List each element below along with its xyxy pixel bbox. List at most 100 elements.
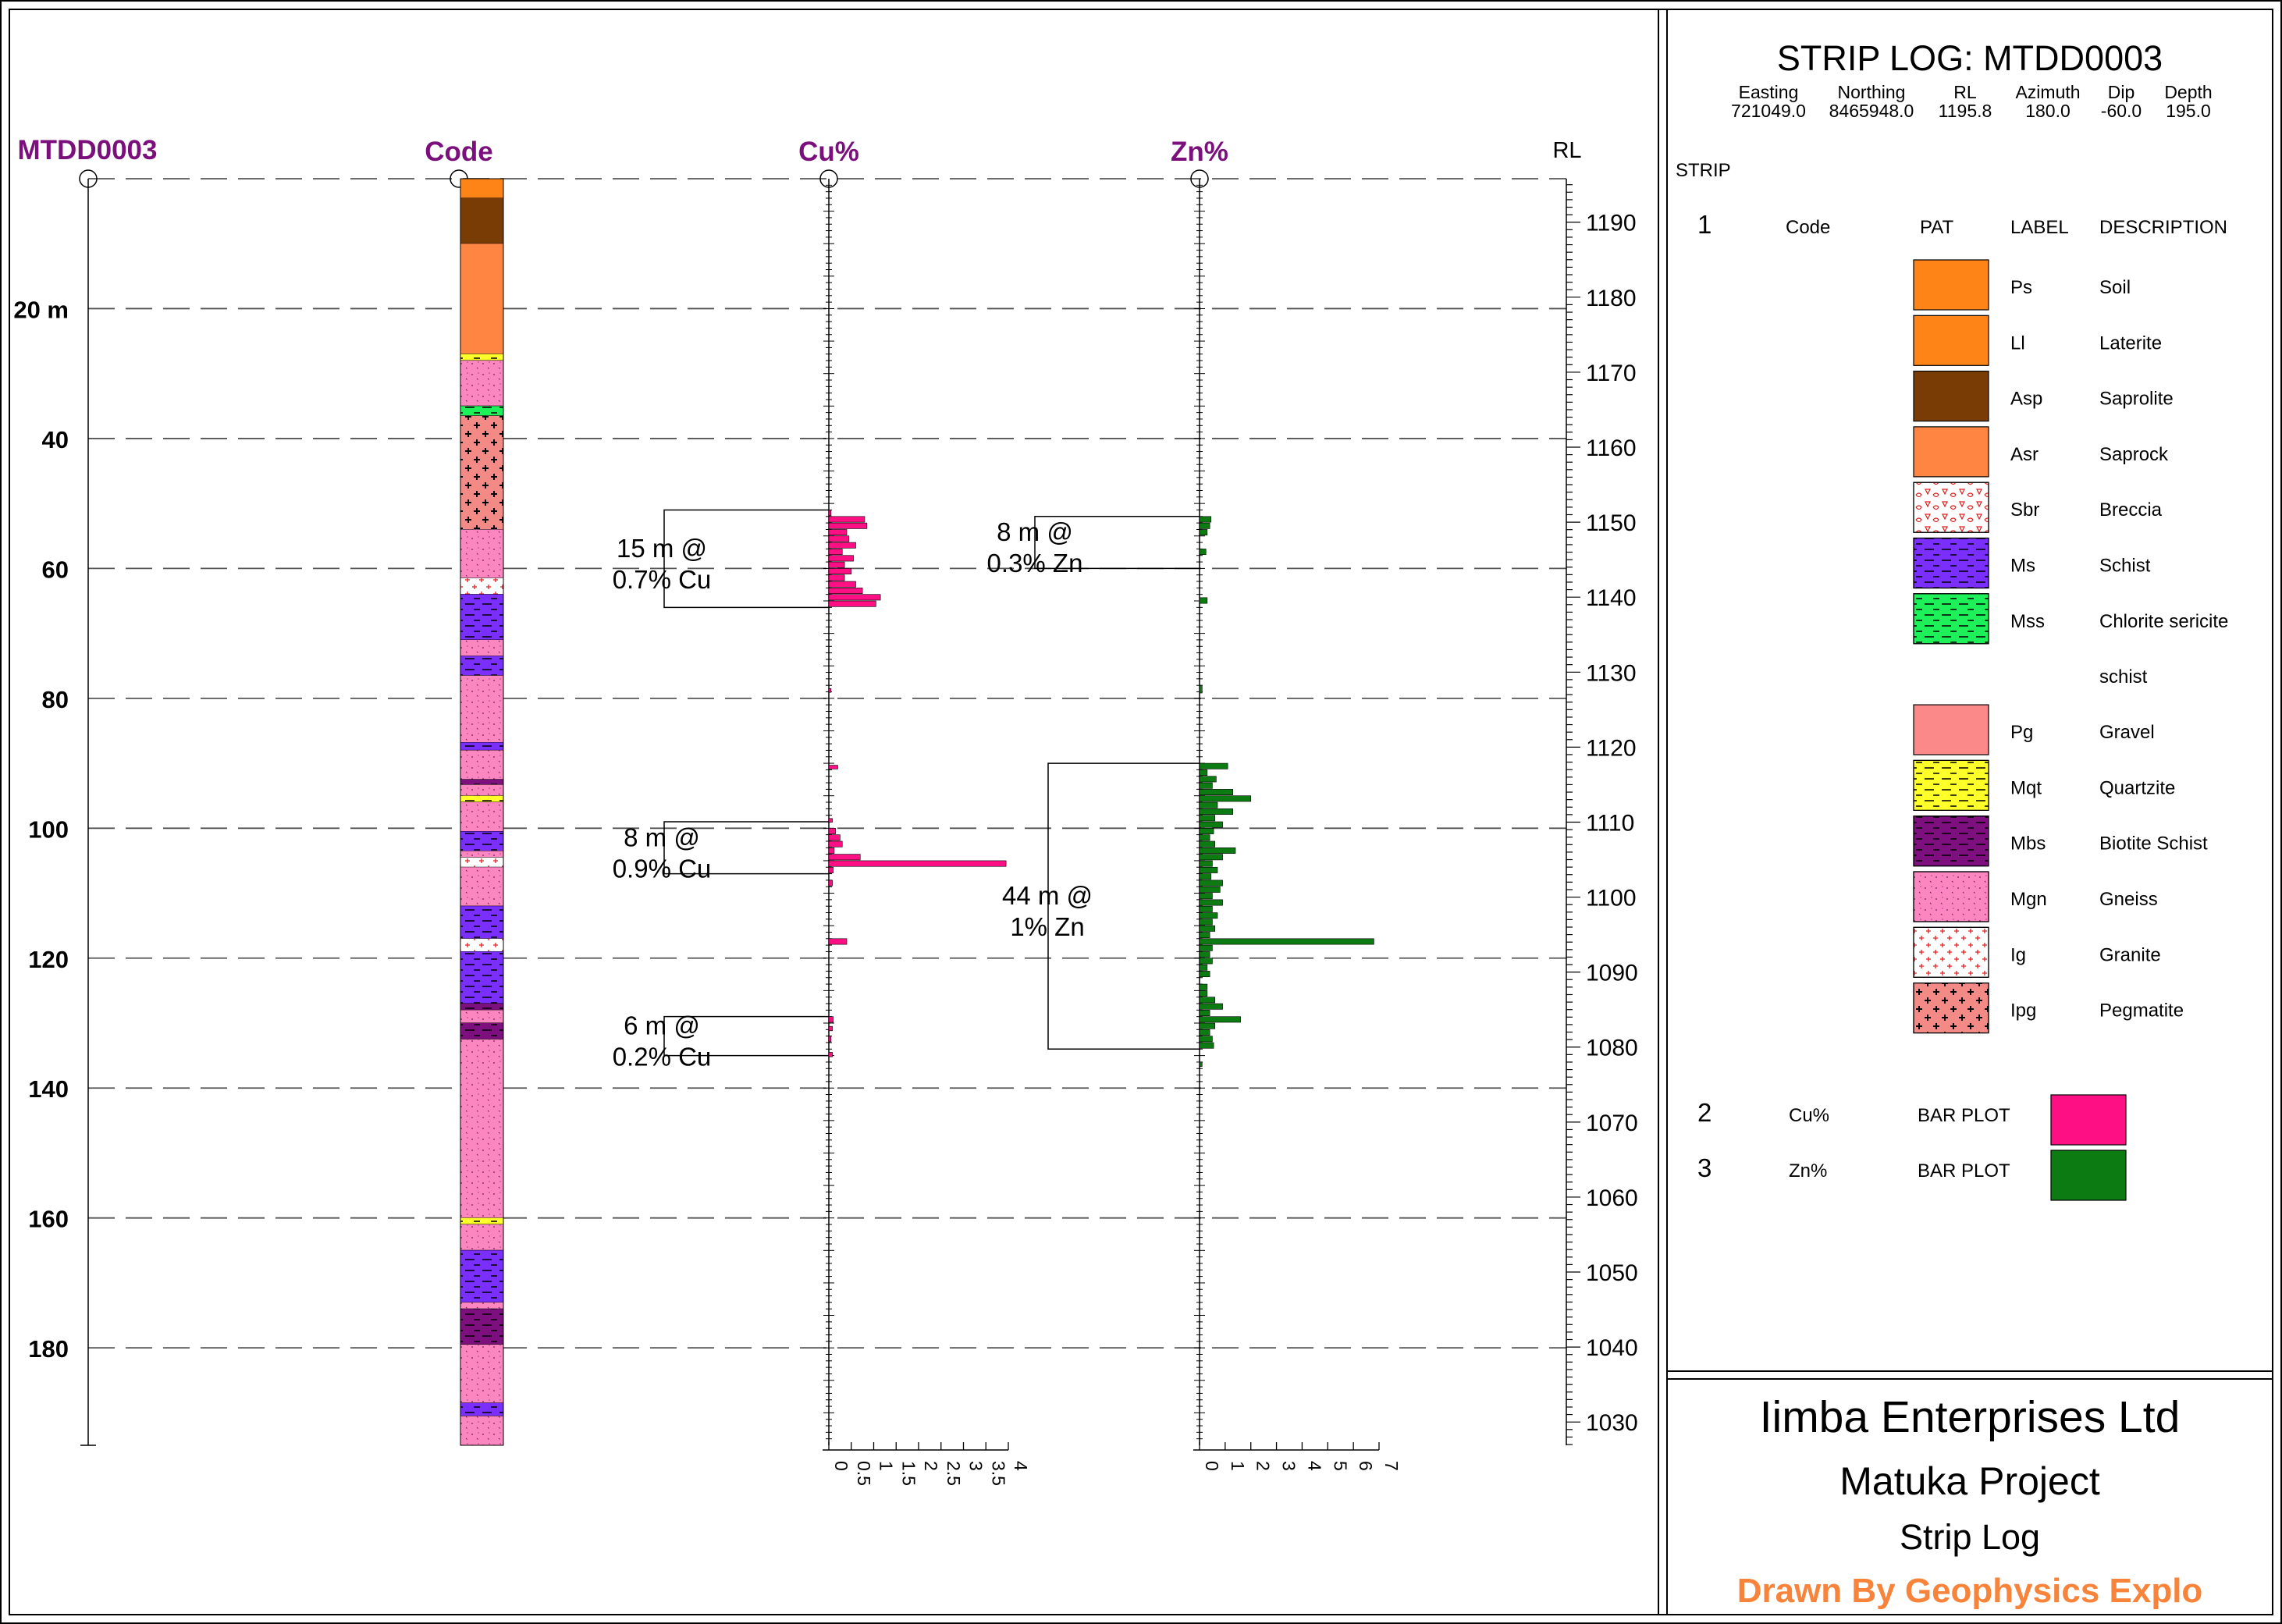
depth-tick-label: 40 [42,426,69,453]
code-column-title: Code [425,137,493,167]
zn-bar [1199,549,1207,556]
cu-bar [828,1036,832,1043]
cu-bar [828,688,832,693]
cu-bar [828,818,833,823]
zn-bar [1199,944,1213,951]
lithology-interval [460,197,503,244]
rl-tick-label: 1170 [1586,361,1637,386]
zn-bar [1199,905,1213,912]
cu-bar [828,600,876,607]
legend-label: Ms [2010,556,2035,577]
lithology-pattern [460,779,503,785]
legend-description: Gravel [2099,722,2155,743]
lithology-pattern [460,675,503,743]
zn-intercept-bracket [1034,516,1200,570]
legend-swatch [1913,704,1989,755]
zn-bar [1199,828,1214,834]
zn-bar [1199,834,1210,841]
legend-pat-heading: PAT [1920,217,1953,238]
cu-intercept-bracket [663,509,829,609]
cu-bar [828,840,843,848]
cu-bar [828,1025,833,1032]
zn-bar [1199,808,1234,815]
zn-bar [1199,1061,1203,1067]
cu-bar [828,555,854,562]
legend-label: Ps [2010,277,2032,298]
lithology-pattern [460,795,503,803]
zn-value-label: 0 [1202,1461,1222,1471]
zn-intercept-bracket [1047,762,1200,1050]
zn-bar [1199,893,1213,900]
zn-bar [1199,776,1217,783]
lithology-pattern [460,594,503,640]
zn-bar [1199,860,1213,867]
legend-description: Chlorite sericite [2099,611,2228,632]
cu-intercept-bracket [663,821,829,875]
lithology-interval [460,179,503,198]
zn-bar [1199,997,1216,1004]
collar-marker [79,169,98,188]
zn-bar [1199,801,1218,808]
bar-plot-type: BAR PLOT [1918,1160,2010,1182]
hole-id-title: MTDD0003 [18,135,158,165]
zn-bar [1199,938,1374,945]
lithology-pattern [460,1302,503,1310]
legend-description: Laterite [2099,332,2162,354]
depth-grid [88,178,1566,1349]
cu-bar [828,854,861,861]
rl-tick-label: 1190 [1586,211,1637,236]
legend-description: Biotite Schist [2099,833,2208,855]
collar-value: 8465948.0 [1829,101,1914,121]
cu-bar-plot: 0 0.5 1 1.5 2 2.5 3 3.5 4 [823,179,1031,1486]
lithology-pattern [460,951,503,1004]
legend-label: Pg [2010,722,2033,743]
lithology-pattern [460,1224,503,1251]
cu-bar [828,568,852,575]
depth-tick-label: 20 m [13,296,69,323]
rl-tick-label: 1080 [1586,1036,1638,1061]
project-name: Matuka Project [1839,1459,2100,1503]
zn-bar [1199,782,1213,789]
cu-bar [828,529,848,536]
zn-bar [1199,840,1216,848]
lithology-pattern [460,656,503,676]
cu-value-label: 3.5 [988,1461,1008,1486]
bar-plot-number: 3 [1697,1153,1712,1182]
rl-tick-label: 1030 [1586,1410,1638,1436]
cu-value-label: 3 [966,1461,986,1471]
depth-axis: 20 m 40 60 80 100 120 140 160 180 [13,169,1209,1446]
lithology-pattern [460,831,503,851]
zn-bar [1199,886,1221,893]
cu-bar [828,549,843,556]
legend-label: Asp [2010,389,2042,410]
zn-bar [1199,1022,1216,1029]
bar-plot-number: 2 [1697,1098,1712,1127]
cu-value-label: 0 [831,1461,851,1471]
cu-value-label: 1 [876,1461,897,1471]
legend-swatch-pattern [1913,871,1989,922]
cu-bar [828,510,832,517]
lithology-pattern [460,1023,503,1039]
lithology-pattern [460,742,503,751]
lithology-pattern [460,1402,503,1416]
lithology-pattern [460,361,503,407]
zn-bar [1199,1003,1223,1010]
zn-bar [1199,1016,1241,1023]
rl-tick-label: 1090 [1586,961,1638,986]
bar-plot-code: Zn% [1789,1160,1827,1182]
lithology-pattern [460,1039,503,1218]
lithology-pattern [460,857,503,868]
zn-bar [1199,1029,1210,1036]
cu-bar [828,594,881,601]
strip-log-title: STRIP LOG: MTDD0003 [1777,38,2163,78]
zn-intercept-line2: 0.3% Zn [987,549,1083,577]
depth-tick-label: 180 [28,1335,69,1363]
legend-swatch-pattern [1913,759,1989,812]
collar-label: Northing [1838,82,1906,102]
zn-bar [1199,815,1216,822]
zn-bar [1199,912,1218,919]
cu-bar [828,581,856,588]
lithology-column [460,178,504,1446]
collar-label: Depth [2164,82,2212,102]
